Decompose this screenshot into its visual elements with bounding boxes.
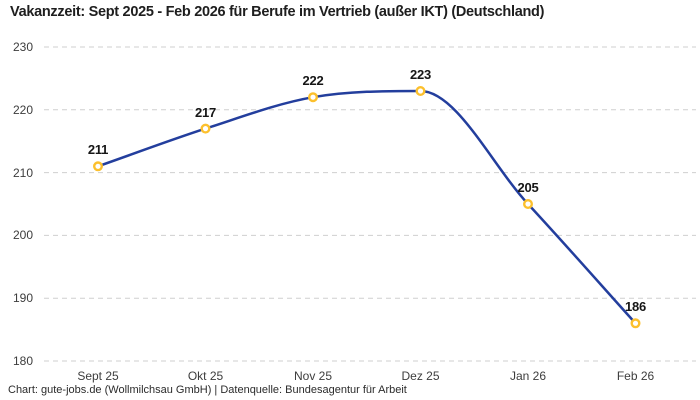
data-point-marker xyxy=(92,161,103,172)
point-value-label: 222 xyxy=(302,73,324,89)
y-tick-label: 190 xyxy=(12,291,33,306)
point-value-label: 205 xyxy=(517,180,539,195)
x-tick-label: Sept 25 xyxy=(77,369,119,383)
x-tick-label: Okt 25 xyxy=(187,369,224,383)
chart-footer: Chart: gute-jobs.de (Wollmilchsau GmbH) … xyxy=(8,384,407,396)
y-tick-label: 180 xyxy=(12,354,33,368)
point-value-label: 223 xyxy=(409,66,432,82)
chart-title: Vakanzzeit: Sept 2025 - Feb 2026 für Ber… xyxy=(10,4,545,20)
point-value-label: 186 xyxy=(624,299,647,315)
x-tick-label: Feb 26 xyxy=(616,369,655,383)
data-point-marker xyxy=(630,318,641,329)
y-tick-label: 200 xyxy=(12,228,33,243)
x-tick-label: Jan 26 xyxy=(509,369,547,383)
data-point-marker xyxy=(415,85,426,96)
x-tick-label: Dez 25 xyxy=(401,369,440,383)
x-tick-label: Nov 25 xyxy=(293,369,333,383)
point-value-label: 211 xyxy=(87,142,109,158)
series-line xyxy=(97,89,637,325)
data-point-marker xyxy=(200,123,211,134)
y-tick-label: 220 xyxy=(12,102,33,117)
point-value-label: 217 xyxy=(194,104,217,120)
y-tick-label: 210 xyxy=(12,165,33,180)
data-point-marker xyxy=(308,92,319,103)
y-tick-label: 230 xyxy=(12,40,33,54)
data-point-marker xyxy=(523,198,534,209)
